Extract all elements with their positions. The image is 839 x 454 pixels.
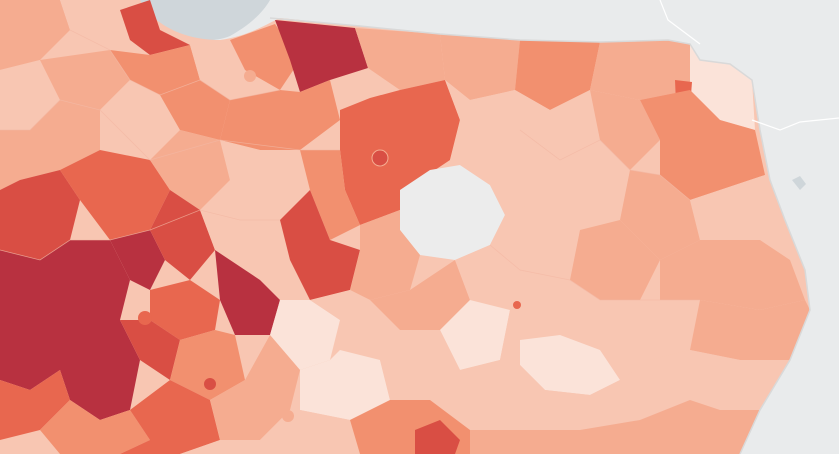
district[interactable] [300,350,390,420]
district[interactable] [160,80,230,140]
district[interactable] [170,330,245,400]
district[interactable] [415,420,460,454]
district[interactable] [520,350,690,430]
district[interactable] [100,80,180,160]
district[interactable] [0,370,70,440]
district[interactable] [120,380,220,454]
district[interactable] [280,190,360,300]
district[interactable] [0,100,100,190]
district[interactable] [120,0,190,55]
district[interactable] [515,90,600,160]
district[interactable] [490,200,580,280]
district[interactable] [430,360,545,430]
district[interactable] [590,90,660,170]
district[interactable] [0,240,140,420]
district[interactable] [200,210,290,280]
district[interactable] [440,300,510,370]
district[interactable] [455,245,520,310]
district[interactable] [275,20,368,92]
district[interactable] [110,230,165,290]
district[interactable] [620,170,700,260]
district[interactable] [570,220,660,300]
district[interactable] [190,40,245,100]
district[interactable] [690,350,790,410]
city-district[interactable] [138,311,152,325]
district[interactable] [380,330,460,400]
district[interactable] [450,120,560,215]
district[interactable] [40,50,130,110]
districts[interactable] [0,0,810,454]
district[interactable] [0,0,70,70]
district[interactable] [300,150,360,240]
district[interactable] [690,44,755,130]
district[interactable] [180,410,360,454]
district[interactable] [0,60,60,130]
district[interactable] [120,320,180,380]
district[interactable] [270,300,340,370]
neighbour-border [659,0,839,131]
district[interactable] [110,45,200,95]
district[interactable] [60,150,170,240]
city-district[interactable] [513,301,521,309]
district[interactable] [215,250,280,335]
district[interactable] [220,80,340,150]
lake-icon [792,176,806,190]
district[interactable] [355,28,445,90]
district[interactable] [445,80,520,150]
district[interactable] [0,170,80,260]
district[interactable] [515,40,600,110]
district[interactable] [40,400,150,454]
city-district[interactable] [371,149,389,167]
district[interactable] [220,140,310,220]
district[interactable] [150,190,215,280]
district[interactable] [595,300,700,360]
district[interactable] [370,260,470,330]
national-border [269,17,811,454]
district[interactable] [660,240,805,310]
city-district[interactable] [204,378,216,390]
district[interactable] [690,175,785,240]
city-district[interactable] [282,410,294,422]
district[interactable] [210,335,300,440]
district[interactable] [470,400,760,454]
district[interactable] [520,335,620,395]
no-data-district[interactable] [400,165,505,260]
district[interactable] [150,280,220,340]
district[interactable] [590,40,690,100]
district[interactable] [340,80,460,225]
district[interactable] [540,140,630,230]
city-district[interactable] [244,70,256,82]
district-borders [0,29,700,301]
district[interactable] [350,210,420,300]
district[interactable] [230,24,300,90]
district[interactable] [640,90,765,200]
district[interactable] [440,34,520,100]
district[interactable] [690,300,810,360]
